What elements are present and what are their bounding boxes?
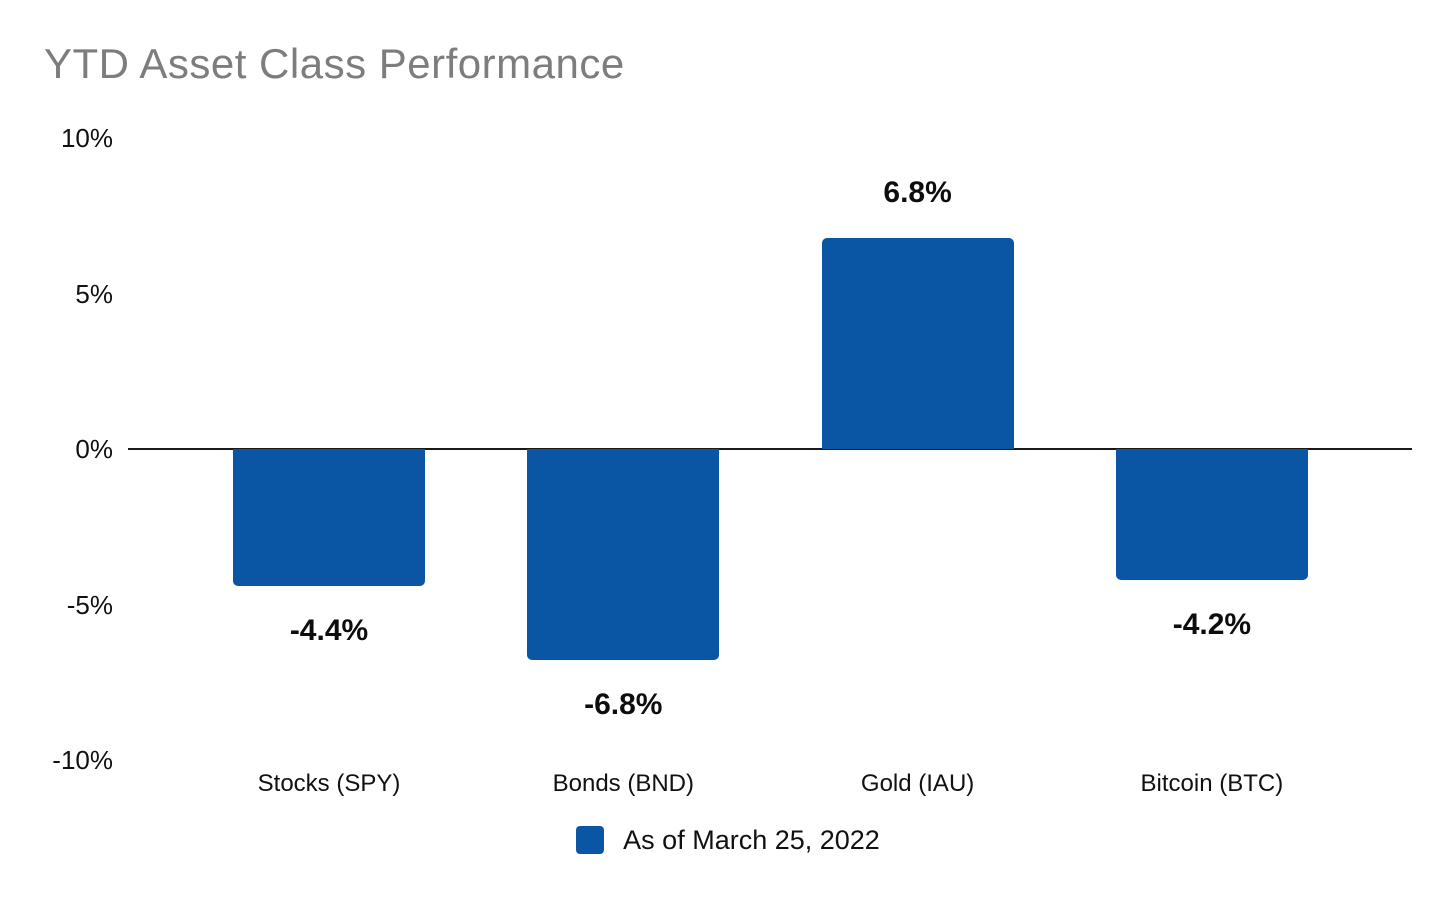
y-axis-tick-label: 10%	[60, 123, 113, 153]
x-axis-category-label: Gold (IAU)	[860, 770, 975, 797]
zero-axis-line	[128, 448, 1412, 450]
legend-label: As of March 25, 2022	[623, 824, 880, 855]
x-axis-category-label: Bonds (BND)	[552, 770, 694, 797]
legend-swatch-icon	[576, 826, 605, 854]
y-axis-tick-label: 5%	[75, 278, 113, 309]
bar-value-label: -4.4%	[289, 613, 369, 647]
bar	[1115, 449, 1308, 580]
bar-value-label: -6.8%	[584, 688, 663, 722]
bar	[527, 449, 720, 661]
bar-value-label: 6.8%	[883, 175, 952, 209]
y-axis-tick-label: 0%	[75, 434, 113, 464]
bar	[821, 237, 1014, 449]
chart-title: YTD Asset Class Performance	[44, 40, 625, 87]
y-axis-tick-label: -5%	[66, 589, 113, 620]
bar	[233, 449, 425, 586]
y-axis-tick-label: -10%	[52, 745, 113, 775]
bar-value-label: -4.2%	[1172, 607, 1252, 641]
legend: As of March 25, 2022	[0, 822, 1456, 858]
x-axis-category-label: Stocks (SPY)	[257, 770, 401, 797]
x-axis-category-label: Bitcoin (BTC)	[1140, 770, 1284, 797]
